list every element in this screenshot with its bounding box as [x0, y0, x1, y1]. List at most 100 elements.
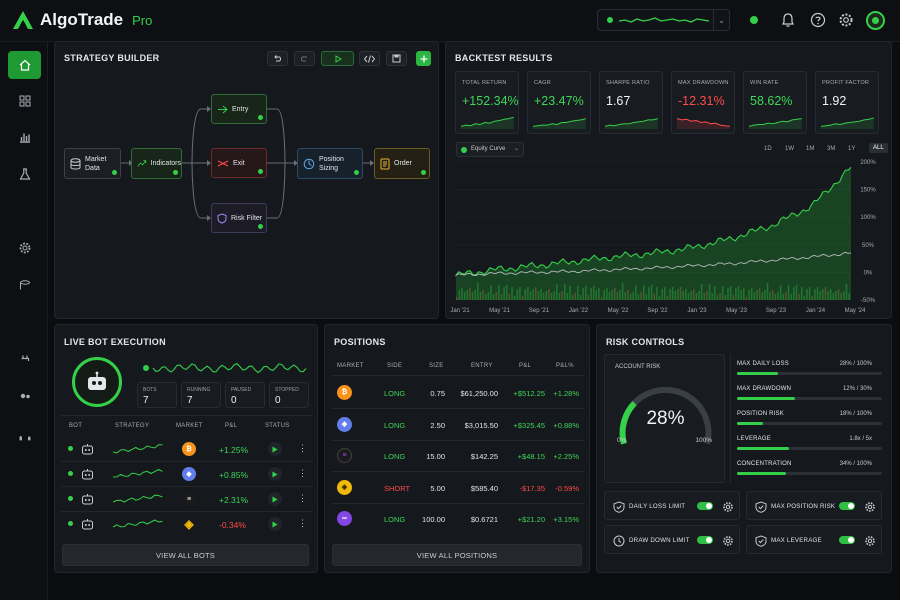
play-button[interactable]	[268, 442, 282, 456]
toggle-switch[interactable]	[697, 536, 713, 544]
bot-row[interactable]: ₿ +1.25% ⋮	[55, 437, 319, 462]
gear-icon[interactable]	[722, 534, 734, 552]
sidebar-item-home[interactable]	[8, 51, 41, 79]
x-tick-label: Sep '23	[766, 308, 787, 314]
node-market-data[interactable]: Market Data	[64, 148, 121, 179]
risk-limit-fill	[737, 447, 790, 450]
position-row[interactable]: ₿ LONG 0.75 $61,250.00 +$512.25 +1.28%	[325, 378, 591, 409]
arrow-right-icon	[218, 105, 228, 113]
volume-bar	[595, 290, 598, 300]
sidebar-item-bar-chart[interactable]	[8, 123, 41, 151]
risk-toggle-label: MAX POSITION RISK	[771, 503, 836, 510]
series-select[interactable]: Equity Curve ⌄	[456, 142, 524, 157]
sidebar-item-users[interactable]	[8, 384, 41, 412]
volume-bar	[727, 288, 729, 300]
sidebar-item-book[interactable]	[8, 310, 41, 338]
position-row[interactable]: ◆ LONG 2.50 $3,015.50 +$325.45 +0.88%	[325, 410, 591, 441]
view-all-bots-button[interactable]: VIEW ALL BOTS	[62, 544, 309, 566]
redo-button[interactable]	[294, 51, 315, 66]
node-status-dot	[258, 169, 263, 174]
save-button[interactable]	[386, 51, 407, 66]
market-ticker-select[interactable]: ⌄	[597, 9, 730, 31]
sidebar-item-headset[interactable]	[8, 422, 41, 450]
run-button[interactable]	[321, 51, 354, 66]
risk-toggle-label: DAILY LOSS LIMIT	[629, 503, 686, 510]
node-position-sizing[interactable]: Position Sizing	[297, 148, 363, 179]
sidebar-item-grid[interactable]	[8, 87, 41, 115]
chevron-down-icon: ⌄	[513, 146, 519, 152]
node-exit[interactable]: Exit	[211, 148, 267, 178]
volume-bar	[687, 293, 690, 300]
node-order[interactable]: Order	[374, 148, 430, 179]
bot-running-dot	[68, 471, 73, 476]
play-button[interactable]	[268, 467, 282, 481]
range-1y[interactable]: 1Y	[848, 146, 856, 152]
gear-icon[interactable]	[864, 534, 876, 552]
position-entry: $61,250.00	[460, 389, 498, 398]
gear-icon[interactable]	[864, 500, 876, 518]
bot-stat-label: BOTS	[143, 387, 157, 393]
volume-bar	[490, 285, 492, 300]
volume-bar	[619, 290, 621, 300]
risk-limit-label: POSITION RISK	[737, 411, 784, 417]
position-row[interactable]: ∞ LONG 100.00 $0.6721 +$21.20 +3.15%	[325, 504, 591, 534]
position-pnl: +$48.15	[517, 452, 545, 461]
range-1d[interactable]: 1D	[764, 146, 772, 152]
node-status-dot	[258, 224, 263, 229]
toggle-switch[interactable]	[697, 502, 713, 510]
gauge-fill	[619, 401, 637, 445]
y-tick-label: 200%	[860, 160, 876, 166]
more-options-icon[interactable]: ⋮	[298, 468, 307, 478]
node-risk-filter[interactable]: Risk Filter	[211, 203, 267, 233]
sidebar-item-plug[interactable]	[8, 347, 41, 375]
gauge-min-label: 0%	[617, 437, 627, 444]
volume-bar	[516, 289, 519, 300]
position-side: SHORT	[384, 483, 411, 493]
bot-row[interactable]: ≡ +2.31% ⋮	[55, 487, 319, 512]
volume-bar	[748, 290, 750, 300]
undo-button[interactable]	[267, 51, 288, 66]
toggle-switch[interactable]	[839, 536, 855, 544]
volume-bar	[795, 285, 798, 300]
position-row[interactable]: ◈ SHORT 5.00 $585.40 -$17.35 -0.59%	[325, 473, 591, 504]
more-options-icon[interactable]: ⋮	[298, 518, 307, 528]
volume-bar	[679, 287, 682, 300]
avatar[interactable]	[866, 11, 885, 30]
sidebar-item-database[interactable]	[8, 272, 41, 300]
view-all-positions-button[interactable]: VIEW ALL POSITIONS	[332, 544, 582, 566]
node-indicators[interactable]: Indicators	[131, 148, 182, 179]
sidebar-item-cloud[interactable]	[8, 197, 41, 225]
more-options-icon[interactable]: ⋮	[298, 443, 307, 453]
range-3m[interactable]: 3M	[827, 146, 836, 152]
node-status-dot	[421, 170, 426, 175]
play-button[interactable]	[268, 492, 282, 506]
range-all[interactable]: ALL	[869, 143, 888, 153]
range-1m[interactable]: 1M	[806, 146, 815, 152]
toggle-switch[interactable]	[839, 502, 855, 510]
position-row[interactable]: ≡ LONG 15.00 $142.25 +$48.15 +2.25%	[325, 441, 591, 472]
bot-row[interactable]: ◈ -0.34% ⋮	[55, 512, 319, 536]
more-options-icon[interactable]: ⋮	[298, 493, 307, 503]
range-1w[interactable]: 1W	[785, 146, 794, 152]
code-button[interactable]	[359, 51, 380, 66]
gear-icon[interactable]	[722, 500, 734, 518]
y-tick-label: 100%	[860, 215, 876, 221]
volume-bar	[753, 292, 756, 300]
help-icon[interactable]	[809, 11, 827, 29]
sidebar-item-gear[interactable]	[8, 234, 41, 262]
app-logo[interactable]: AlgoTrade Pro	[12, 10, 152, 30]
bar-chart-icon	[19, 133, 30, 143]
bot-row[interactable]: ◆ +0.85% ⋮	[55, 462, 319, 487]
column-header: ENTRY	[471, 363, 493, 369]
play-button[interactable]	[268, 517, 282, 531]
volume-bar	[735, 288, 737, 300]
position-size: 15.00	[426, 452, 445, 461]
gear-icon[interactable]	[837, 11, 855, 29]
sidebar-item-flask[interactable]	[8, 160, 41, 188]
node-entry[interactable]: Entry	[211, 94, 267, 124]
add-node-button[interactable]	[416, 51, 431, 66]
bell-icon[interactable]	[779, 11, 797, 29]
x-tick-label: May '23	[726, 308, 747, 314]
chevron-down-icon[interactable]: ⌄	[713, 10, 729, 30]
volume-bar	[569, 286, 571, 300]
